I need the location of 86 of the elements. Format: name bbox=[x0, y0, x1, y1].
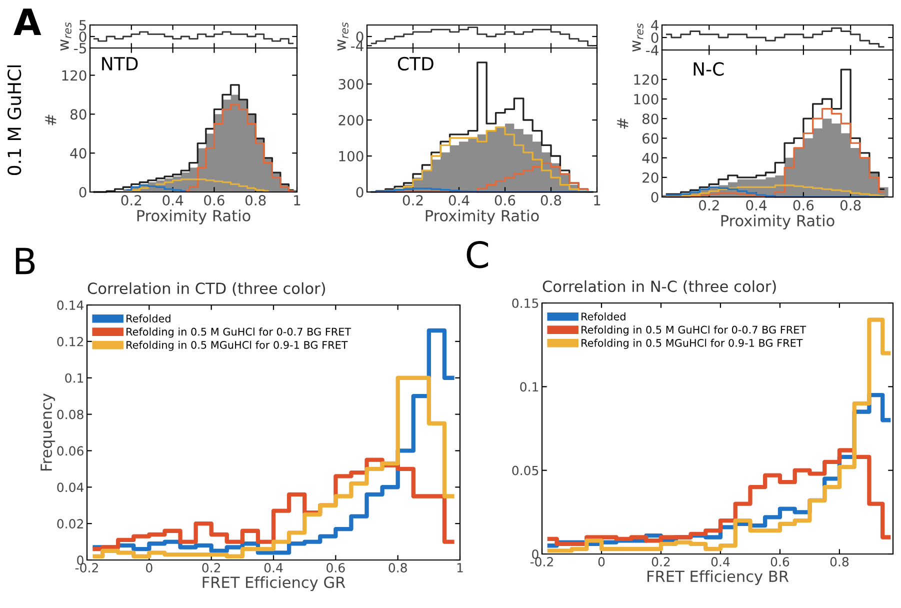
y-tick-label: 0.08 bbox=[57, 410, 84, 420]
annotation: CTD bbox=[398, 56, 434, 71]
y-tick-label: 0.15 bbox=[512, 298, 538, 308]
x-tick-label: 0.2 bbox=[402, 195, 423, 206]
x-tick-label: 0.2 bbox=[699, 200, 719, 211]
y-axis-title: # bbox=[617, 118, 628, 129]
annotation: NTD bbox=[102, 57, 138, 70]
y-tick-label: 0 bbox=[532, 549, 538, 559]
x-tick-label: 0.6 bbox=[494, 195, 516, 206]
y-tick-label: 0 bbox=[356, 186, 364, 198]
y-tick-label: 0.1 bbox=[65, 373, 84, 383]
x-tick-label: 0.6 bbox=[793, 200, 814, 211]
x-tick-label: 0.4 bbox=[746, 200, 767, 211]
x-tick-label: 1 bbox=[594, 195, 600, 206]
y-tick-label: 0 bbox=[651, 32, 658, 43]
y-axis-title: Frequency bbox=[40, 393, 55, 470]
x-axis-title: Proximity Ratio bbox=[721, 214, 834, 230]
x-axis-title: FRET Efficiency BR bbox=[647, 570, 789, 586]
y-tick-label: -4 bbox=[351, 40, 364, 51]
legend-label: Refolding in 0.5 M GuHCl for 0-0.7 BG FRET bbox=[126, 328, 352, 338]
x-tick-label: 0.8 bbox=[388, 563, 407, 572]
legend-label: Refolding in 0.5 MGuHCl for 0.9-1 BG FRET bbox=[126, 340, 348, 351]
y-tick-label: 5 bbox=[79, 20, 86, 30]
legend-label: Refolding in 0.5 M GuHCl for 0-0.7 BG FRET bbox=[582, 326, 806, 336]
x-axis-title: Proximity Ratio bbox=[426, 210, 539, 224]
text: C bbox=[466, 240, 488, 268]
chart-title: Correlation in CTD (three color) bbox=[88, 282, 325, 296]
x-axis-title: FRET Efficiency GR bbox=[202, 576, 346, 592]
legend-label: Refolded bbox=[582, 312, 626, 320]
y-tick-label: 300 bbox=[338, 78, 364, 90]
legend-label: Refolding in 0.5 MGuHCl for 0.9-1 BG FRET bbox=[582, 338, 803, 349]
y-tick-label: 0.04 bbox=[57, 482, 84, 492]
x-tick-label: 0.8 bbox=[840, 200, 861, 211]
y-tick-label: 40 bbox=[70, 148, 86, 159]
y-tick-label: -4 bbox=[646, 45, 658, 56]
y-tick-label: 80 bbox=[642, 114, 658, 124]
y-tick-label: 0.06 bbox=[57, 446, 84, 456]
x-tick-label: 0.8 bbox=[830, 557, 849, 566]
y-tick-label: 0.12 bbox=[57, 336, 83, 346]
annotation: N-C bbox=[694, 62, 724, 76]
x-tick-label: 0.6 bbox=[204, 195, 224, 206]
y-tick-label: 0.1 bbox=[520, 382, 538, 392]
x-tick-label: 0.8 bbox=[540, 195, 562, 206]
y-tick-label: 0.05 bbox=[512, 466, 538, 476]
x-tick-label: 0.2 bbox=[202, 563, 220, 572]
y-axis-title: w$_{res}$ bbox=[60, 22, 72, 51]
x-tick-label: 0.2 bbox=[121, 195, 142, 206]
y-tick-label: 80 bbox=[70, 109, 86, 120]
y-tick-label: 4 bbox=[651, 20, 658, 30]
x-tick-label: 0 bbox=[146, 563, 152, 572]
y-tick-label: 100 bbox=[339, 150, 364, 162]
y-tick-label: 0.02 bbox=[57, 519, 83, 528]
y-tick-label: 0 bbox=[79, 186, 86, 198]
x-tick-label: 0.4 bbox=[448, 195, 470, 206]
y-tick-label: 200 bbox=[338, 114, 364, 126]
x-tick-label: 0.8 bbox=[245, 195, 266, 206]
y-tick-label: 0.14 bbox=[57, 300, 84, 310]
x-tick-label: 0.6 bbox=[326, 563, 345, 572]
y-tick-label: 0 bbox=[356, 31, 364, 42]
y-tick-label: 20 bbox=[642, 172, 658, 183]
x-tick-label: 0.4 bbox=[264, 563, 283, 572]
text: 0.1 M GuHCl bbox=[7, 65, 22, 176]
y-axis-title: # bbox=[45, 114, 56, 126]
y-tick-label: 120 bbox=[62, 70, 86, 81]
x-axis-title: Proximity Ratio bbox=[137, 210, 250, 224]
y-tick-label: 120 bbox=[634, 74, 658, 85]
chart-title: Correlation in N-C (three color) bbox=[542, 280, 776, 294]
x-tick-label: 1 bbox=[457, 563, 463, 572]
legend-label: Refolded bbox=[126, 314, 170, 322]
x-tick-label: -0.2 bbox=[530, 557, 553, 566]
y-axis-title: w$_{res}$ bbox=[632, 23, 644, 52]
y-tick-label: 100 bbox=[634, 94, 658, 104]
x-tick-label: 0.6 bbox=[770, 557, 790, 566]
text: A bbox=[14, 8, 42, 35]
y-tick-label: -5 bbox=[74, 43, 86, 54]
y-tick-label: 0 bbox=[79, 31, 86, 42]
y-tick-label: 40 bbox=[642, 152, 658, 164]
y-axis-title: w$_{res}$ bbox=[337, 22, 348, 51]
x-tick-label: 1 bbox=[294, 195, 300, 206]
x-tick-label: -0.2 bbox=[75, 563, 98, 572]
x-tick-label: 0.4 bbox=[162, 195, 184, 206]
x-tick-label: 0.4 bbox=[711, 557, 730, 566]
y-tick-label: 60 bbox=[642, 133, 658, 144]
x-tick-label: 0 bbox=[598, 557, 605, 566]
x-tick-label: 0.2 bbox=[652, 557, 670, 566]
text: B bbox=[16, 248, 35, 274]
